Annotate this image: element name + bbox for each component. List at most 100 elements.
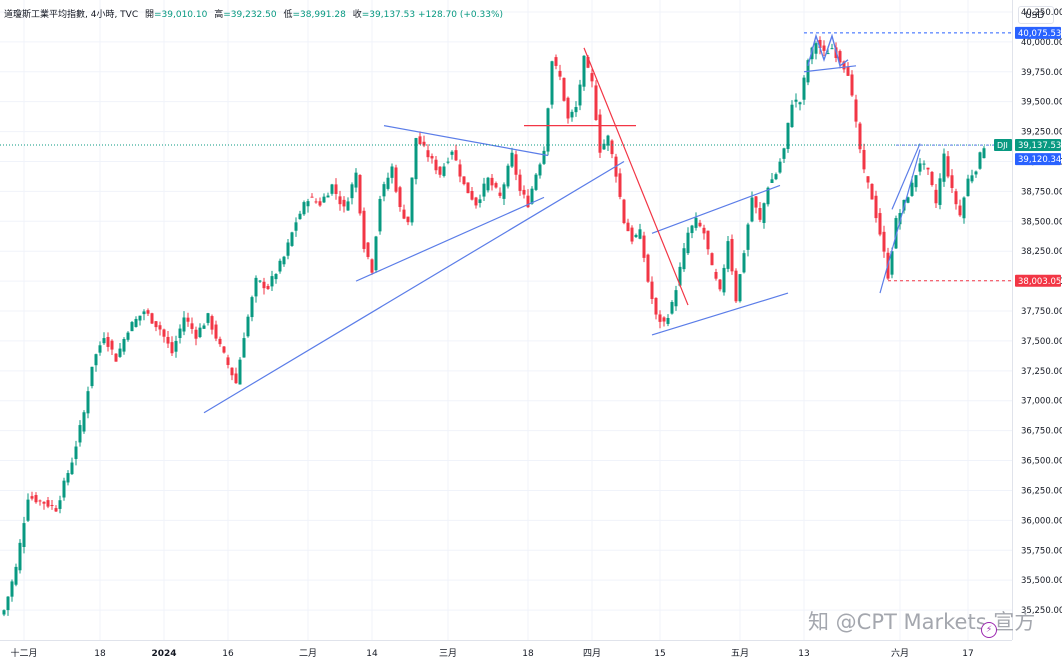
- candle-body: [18, 542, 22, 571]
- candle-body: [398, 187, 402, 208]
- candle-body: [874, 195, 878, 219]
- candle-body: [802, 77, 806, 100]
- x-tick-label: 二月: [299, 648, 317, 659]
- candle-body: [446, 161, 450, 163]
- currency-button[interactable]: USD: [1018, 6, 1054, 24]
- candle-body: [554, 57, 558, 66]
- low-label: 低: [283, 10, 293, 20]
- candle-body: [426, 150, 430, 158]
- candle-body: [926, 167, 930, 170]
- y-tick-label: 36,000.00: [1021, 516, 1062, 526]
- candle-body: [482, 183, 486, 197]
- candle-body: [118, 348, 122, 357]
- candle-body: [514, 154, 518, 175]
- candle-body: [262, 281, 266, 289]
- candle-body: [746, 224, 750, 250]
- candle-body: [278, 260, 282, 272]
- candle-body: [862, 149, 866, 170]
- candle-body: [350, 184, 354, 199]
- candle-body: [574, 107, 578, 113]
- x-tick-label: 四月: [583, 648, 601, 659]
- candle-body: [102, 338, 106, 344]
- y-tick-label: 38,250.00: [1021, 247, 1062, 257]
- candle-body: [314, 201, 318, 203]
- candle-body: [302, 202, 306, 215]
- trendline-red: [583, 47, 689, 306]
- candle-body: [634, 234, 638, 238]
- candle-body: [338, 196, 342, 205]
- candle-body: [590, 73, 594, 82]
- candle-body: [606, 135, 610, 146]
- y-tick-label: 40,000.00: [1021, 38, 1062, 48]
- candle-body: [646, 254, 650, 282]
- candle-body: [394, 167, 398, 192]
- candle-body: [742, 253, 746, 273]
- candle-body: [846, 66, 850, 76]
- candle-body: [550, 61, 554, 105]
- candle-body: [870, 183, 874, 200]
- candle-body: [610, 140, 614, 155]
- candle-body: [146, 310, 150, 314]
- candle-body: [914, 175, 918, 188]
- candle-body: [430, 156, 434, 159]
- candle-body: [490, 177, 494, 186]
- candle-body: [358, 174, 362, 214]
- y-tick-label: 40,250.00: [1021, 8, 1062, 18]
- y-tick-label: 38,750.00: [1021, 187, 1062, 197]
- y-tick-label: 37,750.00: [1021, 307, 1062, 317]
- candle-body: [762, 203, 766, 223]
- candle-body: [770, 179, 774, 183]
- high-label: 高: [214, 10, 224, 20]
- candle-body: [814, 43, 818, 54]
- candle-body: [282, 256, 286, 265]
- candle-body: [782, 148, 786, 159]
- candle-body: [910, 182, 914, 196]
- candle-body: [230, 367, 234, 376]
- x-tick-label: 13: [798, 649, 809, 659]
- candle-body: [502, 184, 506, 199]
- candle-body: [578, 84, 582, 106]
- time-axis[interactable]: 十二月 18 2024 16 二月 14 三月 18 四月 15 五月 13 六月 17: [0, 640, 1012, 663]
- candle-body: [246, 316, 250, 337]
- candle-body: [414, 138, 418, 180]
- price-chart[interactable]: DJI: [0, 0, 1012, 640]
- candle-body: [70, 462, 74, 475]
- candle-body: [798, 102, 802, 105]
- candle-body: [790, 104, 794, 128]
- ma-price-label-bg: [1015, 153, 1061, 166]
- candle-body: [714, 272, 718, 279]
- candle-body: [510, 152, 514, 167]
- candle-body: [542, 150, 546, 164]
- candle-body: [494, 183, 498, 188]
- candle-body: [618, 173, 622, 197]
- candle-body: [678, 266, 682, 286]
- candle-body: [682, 248, 686, 270]
- y-tick-label: 39,750.00: [1021, 68, 1062, 78]
- candle-body: [878, 213, 882, 235]
- candle-body: [458, 164, 462, 177]
- candle-body: [958, 205, 962, 216]
- candle-body: [442, 166, 446, 176]
- candle-body: [642, 235, 646, 258]
- ma-price-label: 39,120.34: [1018, 155, 1061, 165]
- candle-body: [46, 500, 50, 507]
- candle-body: [158, 325, 162, 330]
- candle-body: [690, 225, 694, 234]
- candle-body: [166, 336, 170, 344]
- candle-body: [754, 196, 758, 208]
- candle-body: [130, 322, 134, 332]
- price-axis[interactable]: 35,250.00 35,500.00 35,750.00 36,000.00 36,2…: [1012, 0, 1062, 640]
- candle-body: [522, 189, 526, 195]
- candle-body: [270, 276, 274, 287]
- tradingview-logo-icon[interactable]: ⚡: [981, 622, 997, 638]
- y-tick-label: 37,000.00: [1021, 397, 1062, 407]
- candle-body: [438, 166, 442, 175]
- candle-body: [922, 163, 926, 165]
- candle-body: [294, 222, 298, 231]
- candle-body: [290, 232, 294, 246]
- candle-body: [22, 523, 26, 547]
- candle-body: [602, 143, 606, 150]
- x-tick-label: 16: [222, 649, 234, 659]
- candle-body: [194, 329, 198, 339]
- change-value: +128.70 (+0.33%): [417, 10, 504, 20]
